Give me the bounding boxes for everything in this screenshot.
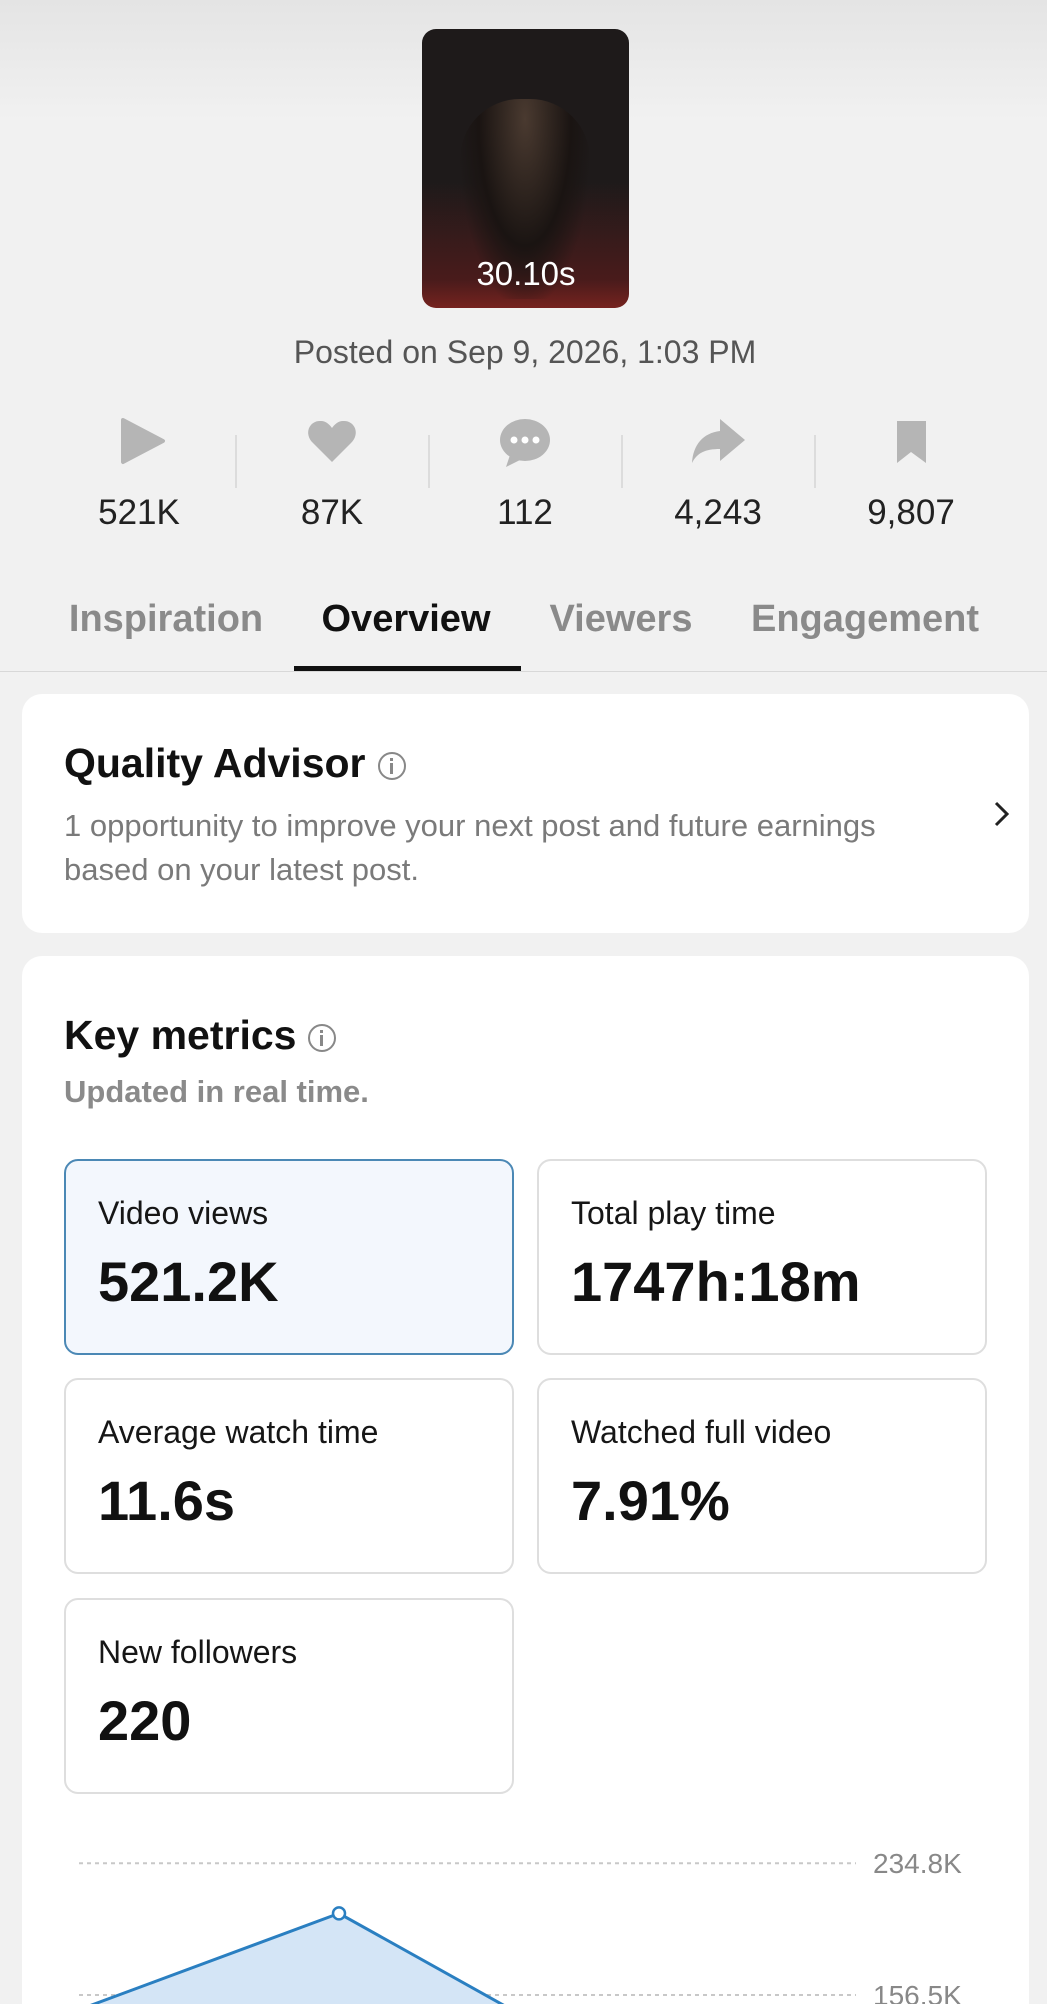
likes-icon <box>308 420 356 462</box>
saves-icon <box>897 421 926 463</box>
views-icon <box>121 418 165 464</box>
metric-value: 521.2K <box>98 1250 279 1313</box>
quality-advisor-card[interactable]: Quality Advisor 1 opportunity to improve… <box>22 694 1029 933</box>
tab-indicator <box>294 666 521 671</box>
divider <box>0 671 1047 672</box>
shares-count: 4,243 <box>674 493 762 532</box>
metric-label: Watched full video <box>571 1414 832 1450</box>
y-tick-label: 156.5K <box>873 1980 962 2004</box>
video-thumbnail[interactable]: 30.10s <box>422 29 629 308</box>
thumbnail-figure <box>460 99 590 299</box>
tab-active[interactable]: Overview <box>321 598 491 640</box>
area-fill <box>94 1913 502 2004</box>
saves-count: 9,807 <box>867 493 955 532</box>
separator <box>621 435 623 488</box>
tab[interactable]: Engagement <box>750 598 980 640</box>
tab[interactable]: Inspiration <box>68 598 264 640</box>
posted-date: Posted on Sep 9, 2026, 1:03 PM <box>293 334 757 370</box>
metric-label: New followers <box>98 1634 298 1670</box>
data-point <box>331 1906 347 1921</box>
metric-card[interactable]: Total play time 1747h:18m <box>537 1159 987 1355</box>
y-tick-label: 234.8K <box>873 1848 962 1879</box>
metric-value: 7.91% <box>571 1469 730 1532</box>
comments-icon <box>500 419 550 467</box>
metric-label: Video views <box>98 1195 269 1231</box>
metric-value: 11.6s <box>98 1469 236 1532</box>
metric-card[interactable]: New followers 220 <box>64 1598 514 1794</box>
metric-card-selected[interactable]: Video views 521.2K <box>64 1159 514 1355</box>
stat-icons <box>121 418 926 467</box>
info-icon[interactable] <box>308 1024 337 1053</box>
likes-count: 87K <box>300 493 364 532</box>
separator <box>814 435 816 488</box>
card-title: Quality Advisor <box>64 740 366 786</box>
metric-label: Total play time <box>571 1195 776 1231</box>
tab[interactable]: Viewers <box>549 598 693 640</box>
metric-value: 1747h:18m <box>571 1250 861 1313</box>
metric-card[interactable]: Watched full video 7.91% <box>537 1378 987 1574</box>
metric-card[interactable]: Average watch time 11.6s <box>64 1378 514 1574</box>
duration: 30.10s <box>476 255 576 292</box>
separator <box>235 435 237 488</box>
shares-icon <box>692 419 745 463</box>
key-metrics-card: Key metrics Updated in real time. Video … <box>22 956 1029 2004</box>
chevron <box>994 801 1010 827</box>
info-icon[interactable] <box>377 752 406 781</box>
separator <box>428 435 430 488</box>
metric-label: Average watch time <box>98 1414 379 1450</box>
views-count: 521K <box>98 493 180 532</box>
card-subtitle: Updated in real time. <box>64 1074 369 1109</box>
metric-value: 220 <box>98 1689 192 1752</box>
comments-count: 112 <box>497 493 553 532</box>
card-title: Key metrics <box>64 1012 297 1058</box>
card-description: 1 opportunity to improve your next post … <box>64 808 876 887</box>
